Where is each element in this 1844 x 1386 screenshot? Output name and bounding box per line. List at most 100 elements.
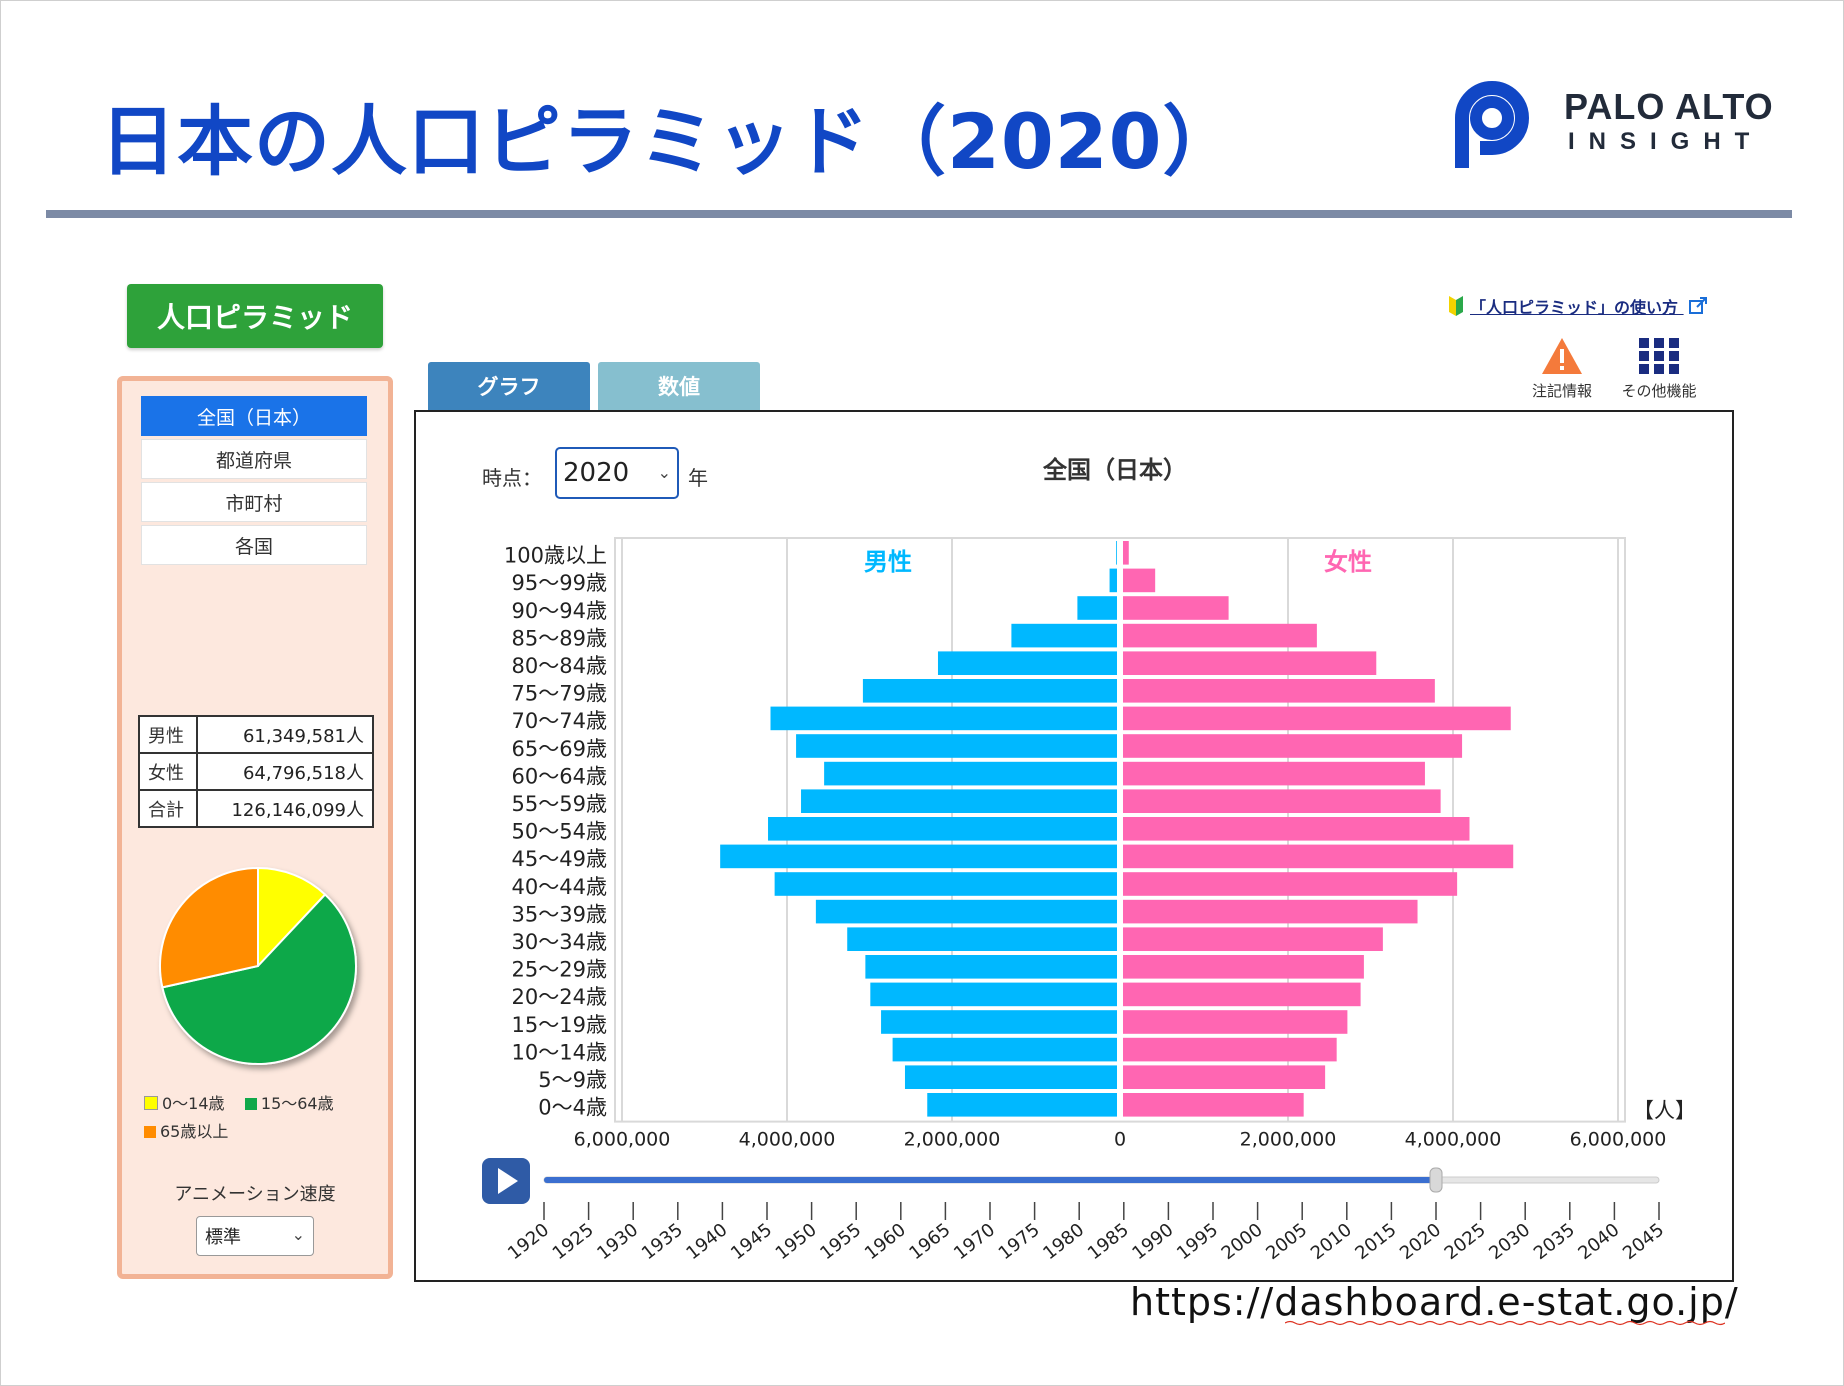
timeline-year-label: 1970	[950, 1219, 999, 1264]
x-tick-label: 6,000,000	[1570, 1129, 1667, 1150]
beginner-mark-icon	[1449, 296, 1463, 316]
pie-slice-1	[161, 893, 357, 1065]
x-tick-label: 0	[1114, 1129, 1126, 1150]
male-bar-10〜14歳	[892, 1037, 1117, 1062]
population-pyramid-button[interactable]: 人口ピラミッド	[127, 284, 383, 348]
stat-value: 61,349,581人	[196, 715, 374, 754]
female-bar-25〜29歳	[1123, 955, 1364, 979]
pie-legend: 0〜14歳 15〜64歳 65歳以上	[144, 1090, 364, 1146]
age-label: 70〜74歳	[512, 709, 607, 733]
spellcheck-underline	[1285, 1320, 1725, 1326]
female-bar-60〜64歳	[1123, 761, 1425, 786]
stat-value: 64,796,518人	[196, 752, 374, 791]
timeline-year-label: 1980	[1039, 1219, 1088, 1264]
age-label: 0〜4歳	[538, 1096, 607, 1120]
female-bar-40〜44歳	[1123, 872, 1458, 896]
timeline-handle[interactable]	[1429, 1167, 1443, 1193]
chevron-down-icon: ⌄	[291, 1225, 305, 1244]
animation-speed-value: 標準	[205, 1227, 241, 1248]
male-bar-35〜39歳	[815, 899, 1117, 924]
logo-text-line2: INSIGHT	[1568, 128, 1764, 155]
age-label: 85〜89歳	[512, 626, 607, 650]
legend-label: 0〜14歳	[162, 1094, 225, 1113]
male-bar-85〜89歳	[1011, 623, 1117, 648]
female-bar-65〜69歳	[1123, 734, 1463, 758]
timeline-year-label: 2045	[1619, 1219, 1668, 1264]
age-label: 20〜24歳	[512, 985, 607, 1009]
year-timeline-slider[interactable]: 1920192519301935194019451950195519601965…	[478, 1150, 1718, 1280]
timeline-year-label: 2000	[1218, 1219, 1267, 1264]
age-label: 15〜19歳	[512, 1013, 607, 1037]
palo-alto-insight-logo: PALO ALTO INSIGHT	[1440, 66, 1773, 176]
female-bar-45〜49歳	[1123, 844, 1514, 869]
legend-swatch	[144, 1096, 158, 1110]
stat-value: 126,146,099人	[196, 789, 374, 828]
pie-slice-2	[159, 866, 259, 989]
play-button[interactable]	[482, 1158, 530, 1204]
animation-speed-label: アニメーション速度	[174, 1184, 336, 1205]
male-bar-95〜99歳	[1109, 568, 1117, 593]
notes-info-label: 注記情報	[1531, 382, 1592, 400]
timeline-year-label: 2020	[1396, 1219, 1445, 1264]
legend-label: 15〜64歳	[260, 1094, 334, 1113]
female-label: 女性	[1324, 548, 1372, 576]
age-label: 90〜94歳	[512, 599, 607, 623]
female-bar-95〜99歳	[1123, 568, 1156, 593]
age-group-pie-chart	[159, 866, 357, 1065]
unit-label: 【人】	[1633, 1099, 1690, 1123]
region-item-countries[interactable]: 各国	[141, 525, 367, 565]
tab-values[interactable]: 数値	[598, 362, 760, 410]
timeline-year-label: 1975	[995, 1219, 1044, 1264]
male-bar-75〜79歳	[862, 679, 1117, 703]
legend-item-0-14: 0〜14歳	[144, 1094, 225, 1113]
age-label: 40〜44歳	[512, 875, 607, 899]
male-bar-25〜29歳	[865, 955, 1117, 979]
female-bar-5〜9歳	[1123, 1065, 1326, 1089]
logo-text-line1: PALO ALTO	[1564, 86, 1774, 127]
pie-slice-0	[257, 866, 327, 969]
table-row: 男性 61,349,581人	[138, 715, 374, 754]
timeline-year-label: 1920	[504, 1219, 553, 1264]
source-url: https://dashboard.e-stat.go.jp/	[1130, 1280, 1739, 1324]
usage-help-text: 「人口ピラミッド」の使い方	[1470, 298, 1679, 317]
age-label: 35〜39歳	[512, 902, 607, 926]
chevron-down-icon: ⌄	[657, 463, 671, 482]
warning-icon	[1542, 338, 1582, 374]
tab-graph[interactable]: グラフ	[428, 362, 590, 410]
age-label: 75〜79歳	[512, 682, 607, 706]
timeline-year-label: 1950	[772, 1219, 821, 1264]
male-bar-30〜34歳	[847, 927, 1117, 951]
region-list: 全国（日本） 都道府県 市町村 各国	[141, 396, 367, 568]
male-bar-45〜49歳	[720, 844, 1117, 869]
timeline-year-label: 1940	[682, 1219, 731, 1264]
timeline-year-label: 1960	[861, 1219, 910, 1264]
male-bar-60〜64歳	[824, 761, 1117, 786]
female-bar-55〜59歳	[1123, 789, 1441, 813]
animation-speed-select[interactable]: 標準 ⌄	[196, 1216, 314, 1256]
logo-mark-icon	[1455, 81, 1529, 168]
female-bar-100歳以上	[1123, 541, 1129, 565]
other-functions-button[interactable]: その他機能	[1614, 336, 1704, 401]
region-item-japan[interactable]: 全国（日本）	[141, 396, 367, 436]
female-bar-0〜4歳	[1123, 1093, 1304, 1117]
timeline-year-label: 2015	[1351, 1219, 1400, 1264]
female-bar-30〜34歳	[1123, 927, 1383, 951]
play-icon	[498, 1168, 518, 1194]
usage-help-link[interactable]: 「人口ピラミッド」の使い方	[1448, 294, 1708, 318]
region-item-prefectures[interactable]: 都道府県	[141, 439, 367, 479]
age-label: 95〜99歳	[512, 571, 607, 595]
year-select[interactable]: 2020 ⌄	[555, 447, 679, 499]
legend-swatch	[244, 1098, 257, 1110]
notes-info-button[interactable]: 注記情報	[1522, 336, 1602, 401]
female-bar-10〜14歳	[1123, 1037, 1337, 1062]
x-tick-label: 2,000,000	[904, 1129, 1001, 1150]
female-bar-90〜94歳	[1123, 596, 1229, 620]
region-item-municipalities[interactable]: 市町村	[141, 482, 367, 522]
male-bar-100歳以上	[1116, 541, 1117, 565]
chart-title: 全国（日本）	[1043, 456, 1187, 484]
table-row: 合計 126,146,099人	[138, 789, 374, 828]
timeline-year-label: 1945	[727, 1219, 776, 1264]
timeline-year-label: 2005	[1262, 1219, 1311, 1264]
male-bar-50〜54歳	[768, 817, 1117, 841]
timeline-year-label: 2040	[1574, 1219, 1623, 1264]
